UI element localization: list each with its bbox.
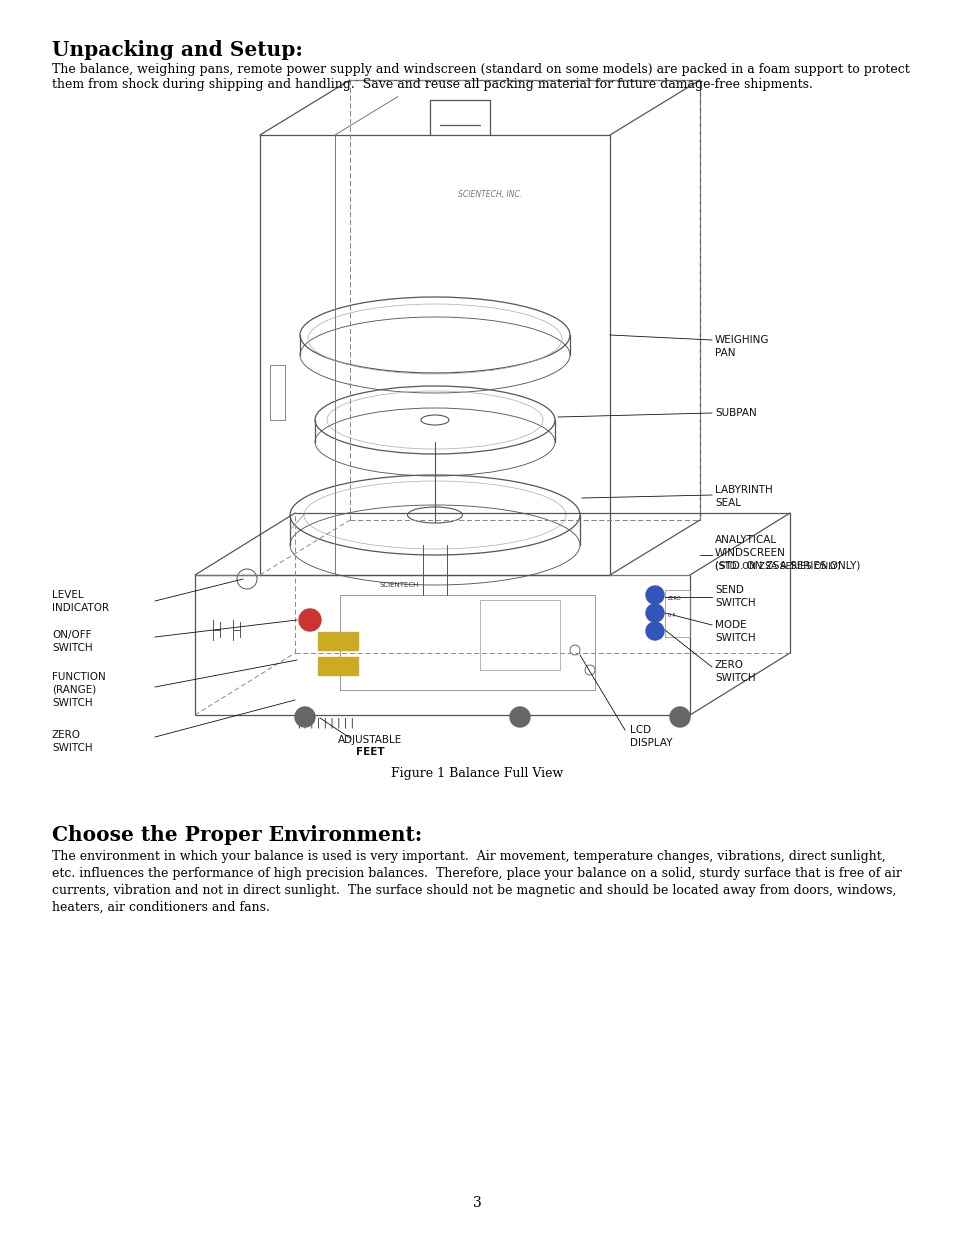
Text: 3: 3 xyxy=(472,1195,481,1210)
Text: ADJUSTABLE: ADJUSTABLE xyxy=(337,735,402,745)
Text: SWITCH: SWITCH xyxy=(52,698,92,708)
Text: (STD. ON ZSA SERIES ONLY): (STD. ON ZSA SERIES ONLY) xyxy=(714,562,840,571)
Bar xyxy=(317,657,357,676)
Text: DISPLAY: DISPLAY xyxy=(629,739,672,748)
Text: ZERO: ZERO xyxy=(714,659,743,671)
Text: MODE: MODE xyxy=(714,620,746,630)
Text: |||||||||: ||||||||| xyxy=(294,718,355,727)
Circle shape xyxy=(645,585,663,604)
Text: etc. influences the performance of high precision balances.  Therefore, place yo: etc. influences the performance of high … xyxy=(52,867,901,881)
Text: Choose the Proper Environment:: Choose the Proper Environment: xyxy=(52,825,422,845)
Text: LEVEL: LEVEL xyxy=(52,590,84,600)
Bar xyxy=(317,632,357,650)
Text: Figure 1 Balance Full View: Figure 1 Balance Full View xyxy=(391,767,562,781)
Text: Unpacking and Setup:: Unpacking and Setup: xyxy=(52,40,302,61)
Text: SEND: SEND xyxy=(714,585,743,595)
Text: SUBPAN: SUBPAN xyxy=(714,408,756,417)
Text: INDICATOR: INDICATOR xyxy=(52,603,109,613)
Text: ANALYTICAL: ANALYTICAL xyxy=(714,535,777,545)
Text: SCIENTECH, INC.: SCIENTECH, INC. xyxy=(457,190,521,200)
Text: SEAL: SEAL xyxy=(714,498,740,508)
Text: 0 F: 0 F xyxy=(667,613,675,618)
Text: SWITCH: SWITCH xyxy=(714,673,755,683)
Text: SCIENTECH: SCIENTECH xyxy=(379,582,419,588)
Text: currents, vibration and not in direct sunlight.  The surface should not be magne: currents, vibration and not in direct su… xyxy=(52,884,896,897)
Text: FEET: FEET xyxy=(355,747,384,757)
Text: (RANGE): (RANGE) xyxy=(52,685,96,695)
Text: WEIGHING: WEIGHING xyxy=(714,335,769,345)
Circle shape xyxy=(645,604,663,622)
Text: WINDSCREEN: WINDSCREEN xyxy=(714,548,785,558)
Text: PAN: PAN xyxy=(714,348,735,358)
Text: SWITCH: SWITCH xyxy=(714,634,755,643)
Text: The environment in which your balance is used is very important.  Air movement, : The environment in which your balance is… xyxy=(52,850,884,863)
Text: ZERO: ZERO xyxy=(667,597,680,601)
Text: them from shock during shipping and handling.  Save and reuse all packing materi: them from shock during shipping and hand… xyxy=(52,78,812,91)
Text: heaters, air conditioners and fans.: heaters, air conditioners and fans. xyxy=(52,902,270,914)
Text: SWITCH: SWITCH xyxy=(52,643,92,653)
Text: FUNCTION: FUNCTION xyxy=(52,672,106,682)
Text: ON/OFF: ON/OFF xyxy=(52,630,91,640)
Circle shape xyxy=(669,706,689,727)
Text: LABYRINTH: LABYRINTH xyxy=(714,485,772,495)
Circle shape xyxy=(645,622,663,640)
Text: SWITCH: SWITCH xyxy=(714,598,755,608)
Text: (STD. ON ZSA SERIES ONLY): (STD. ON ZSA SERIES ONLY) xyxy=(714,561,860,571)
Text: The balance, weighing pans, remote power supply and windscreen (standard on some: The balance, weighing pans, remote power… xyxy=(52,63,909,77)
Circle shape xyxy=(298,609,320,631)
Text: ZERO: ZERO xyxy=(52,730,81,740)
Text: SWITCH: SWITCH xyxy=(52,743,92,753)
Circle shape xyxy=(294,706,314,727)
Circle shape xyxy=(510,706,530,727)
Text: LCD: LCD xyxy=(629,725,651,735)
